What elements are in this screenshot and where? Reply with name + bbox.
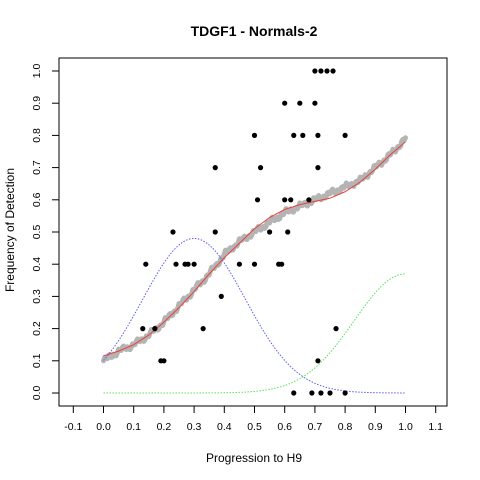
- data-point: [191, 261, 197, 267]
- x-tick-label: 0.6: [277, 421, 292, 433]
- data-point: [312, 68, 318, 74]
- y-tick-label: 0.1: [31, 353, 43, 368]
- data-point: [285, 229, 291, 235]
- data-point: [173, 261, 179, 267]
- data-point: [291, 390, 297, 396]
- data-point: [267, 229, 273, 235]
- data-point: [143, 261, 149, 267]
- x-tick-label: 0.3: [187, 421, 202, 433]
- data-point: [218, 293, 224, 299]
- blue-curve-path: [103, 237, 406, 394]
- x-tick-label: 0.9: [368, 421, 383, 433]
- data-point: [315, 165, 321, 171]
- y-tick-label: 1.0: [31, 64, 43, 79]
- data-point: [309, 390, 315, 396]
- x-tick-label: 0.8: [338, 421, 353, 433]
- fit-line-path: [103, 141, 406, 357]
- data-point: [254, 197, 261, 203]
- data-point: [306, 197, 312, 203]
- x-tick-label: 0.0: [96, 421, 111, 433]
- y-tick-label: 0.3: [31, 289, 43, 304]
- x-tick-label: -0.1: [64, 421, 82, 433]
- x-tick-label: 0.1: [126, 421, 141, 433]
- data-point: [333, 326, 339, 332]
- data-point: [161, 358, 167, 364]
- y-tick-label: 0.8: [31, 128, 43, 143]
- y-tick-label: 0.0: [31, 386, 43, 401]
- data-points: [140, 68, 348, 396]
- data-point: [297, 100, 303, 106]
- data-point: [312, 100, 318, 106]
- data-point: [318, 68, 324, 74]
- data-point: [282, 197, 288, 203]
- data-point: [291, 132, 297, 138]
- y-axis-title: Frequency of Detection: [3, 168, 17, 292]
- data-point: [236, 261, 242, 267]
- data-point: [342, 390, 348, 396]
- x-tick-label: 0.4: [217, 421, 232, 433]
- green-curve-path: [103, 273, 406, 394]
- x-tick-label: 0.5: [247, 421, 262, 433]
- y-tick-label: 0.7: [31, 160, 43, 175]
- data-point: [257, 165, 264, 171]
- smoothed-band: [101, 135, 408, 364]
- data-point: [315, 132, 321, 138]
- data-point: [279, 261, 285, 267]
- blue-dotted-curve: [103, 237, 406, 394]
- y-tick-label: 0.4: [31, 257, 43, 272]
- x-tick-label: 0.7: [308, 421, 323, 433]
- chart-title: TDGF1 - Normals-2: [191, 23, 318, 39]
- data-point: [140, 326, 146, 332]
- x-axis: -0.1 0.0 0.1 0.2 0.3 0.4 0.5 0.6 0.7 0.8 0.9 1.0 1.1: [64, 406, 443, 433]
- data-point: [251, 132, 258, 138]
- data-point: [300, 132, 306, 138]
- data-point: [342, 132, 348, 138]
- y-tick-label: 0.5: [31, 225, 43, 240]
- x-axis-title: Progression to H9: [206, 451, 302, 465]
- smooth-band-line: [101, 135, 408, 364]
- data-point: [330, 68, 336, 74]
- y-tick-label: 0.2: [31, 321, 43, 336]
- data-point: [185, 261, 191, 267]
- x-tick-label: 1.0: [398, 421, 413, 433]
- data-point: [212, 165, 218, 171]
- data-point: [282, 100, 288, 106]
- data-point: [152, 326, 158, 332]
- data-point: [200, 326, 206, 332]
- y-tick-label: 0.9: [31, 96, 43, 111]
- y-tick-label: 0.6: [31, 192, 43, 207]
- green-dotted-curve: [103, 273, 406, 394]
- x-tick-label: 0.2: [157, 421, 172, 433]
- y-axis: 0.0 0.1 0.2 0.3 0.4 0.5 0.6 0.7 0.8 0.9 1.0: [31, 64, 59, 401]
- data-point: [327, 390, 333, 396]
- data-point: [251, 261, 258, 267]
- x-tick-label: 1.1: [428, 421, 443, 433]
- fit-line: [103, 141, 406, 357]
- data-point: [170, 229, 176, 235]
- data-point: [288, 197, 294, 203]
- data-point: [318, 390, 324, 396]
- data-point: [212, 229, 218, 235]
- data-point: [324, 68, 330, 74]
- data-point: [315, 358, 321, 364]
